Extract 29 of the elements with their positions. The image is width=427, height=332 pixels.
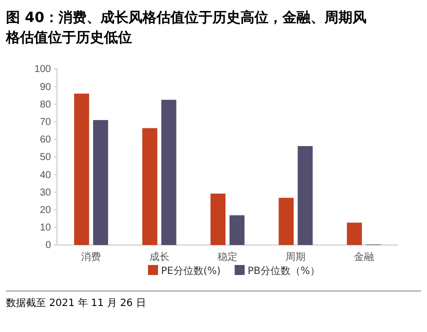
y-tick-label: 50 <box>40 152 52 164</box>
y-tick-label: 60 <box>40 134 52 146</box>
bar <box>278 198 294 245</box>
bar <box>93 120 108 245</box>
x-tick-label: 周期 <box>286 251 306 264</box>
y-tick-label: 70 <box>40 117 52 128</box>
x-tick-label: 消费 <box>81 251 102 264</box>
y-tick-label: 100 <box>34 64 52 76</box>
y-tick-label: 30 <box>40 187 52 198</box>
y-tick-label: 80 <box>40 99 52 110</box>
bar <box>142 128 158 245</box>
chart-title: 图 40：消费、成长风格估值位于历史高位，金融、周期风格估值位于历史低位 <box>5 9 366 46</box>
x-tick-label: 成长 <box>149 251 170 264</box>
y-tick-label: 0 <box>45 240 52 252</box>
y-tick-label: 90 <box>40 82 52 93</box>
bar <box>210 194 226 245</box>
bar <box>161 100 176 245</box>
bar <box>230 215 244 245</box>
bar <box>298 146 313 245</box>
x-tick-label: 金融 <box>354 251 374 264</box>
y-tick-label: 40 <box>40 170 52 181</box>
bar <box>74 94 90 245</box>
text: 数据截至 2021 年 11 月 26 日 <box>6 297 146 309</box>
y-tick-label: 10 <box>40 222 52 234</box>
legend-label: PE分位数(%) <box>161 265 221 277</box>
bar <box>346 222 362 245</box>
legend-label: PB分位数（%） <box>248 265 320 277</box>
x-tick-label: 稳定 <box>218 251 238 264</box>
y-tick-label: 20 <box>40 205 52 216</box>
